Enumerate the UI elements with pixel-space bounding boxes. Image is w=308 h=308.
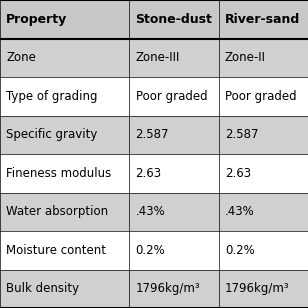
Bar [219,270,308,308]
Text: 2.63: 2.63 [136,167,162,180]
Text: Type of grading: Type of grading [6,90,98,103]
Bar [129,231,219,270]
Bar [219,38,308,77]
Bar [129,192,219,231]
Text: River-sand: River-sand [225,13,300,26]
Bar [0,270,129,308]
Bar [129,270,219,308]
Text: 0.2%: 0.2% [225,244,255,257]
Bar [219,0,308,38]
Bar [0,38,129,77]
Text: 0.2%: 0.2% [136,244,165,257]
Bar [129,0,219,38]
Bar [129,154,219,192]
Text: Specific gravity: Specific gravity [6,128,98,141]
Text: Fineness modulus: Fineness modulus [6,167,111,180]
Text: Property: Property [6,13,67,26]
Text: Stone-dust: Stone-dust [136,13,213,26]
Text: 1796kg/m³: 1796kg/m³ [225,282,290,295]
Bar [0,192,129,231]
Text: Zone-III: Zone-III [136,51,180,64]
Text: .43%: .43% [225,205,255,218]
Bar [0,154,129,192]
Bar [0,116,129,154]
Text: Poor graded: Poor graded [136,90,207,103]
Bar [219,192,308,231]
Text: 2.587: 2.587 [225,128,258,141]
Bar [0,231,129,270]
Text: .43%: .43% [136,205,165,218]
Text: 2.63: 2.63 [225,167,251,180]
Bar [219,116,308,154]
Bar [219,231,308,270]
Bar [219,154,308,192]
Text: Zone: Zone [6,51,36,64]
Bar [0,0,129,38]
Text: Moisture content: Moisture content [6,244,106,257]
Text: 2.587: 2.587 [136,128,169,141]
Bar [129,77,219,116]
Text: Water absorption: Water absorption [6,205,108,218]
Bar [129,116,219,154]
Text: Bulk density: Bulk density [6,282,79,295]
Bar [0,77,129,116]
Bar [129,38,219,77]
Text: 1796kg/m³: 1796kg/m³ [136,282,200,295]
Text: Poor graded: Poor graded [225,90,297,103]
Text: Zone-II: Zone-II [225,51,266,64]
Bar [219,77,308,116]
